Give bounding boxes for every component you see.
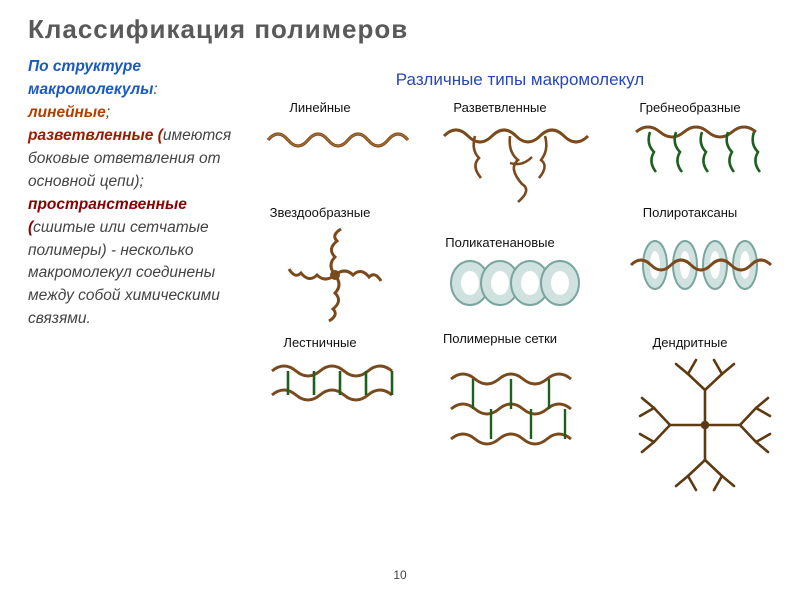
mol-network [445,365,595,465]
label-polycatenane: Поликатенановые [420,235,580,250]
text-branched: разветвленные ( [28,127,163,144]
label-comb: Гребнеобразные [610,100,770,115]
mol-dendritic [630,350,780,500]
diagram-area: Различные типы макромолекул Линейные Раз… [250,70,790,550]
text-semi1: ; [106,104,110,121]
label-dendritic: Дендритные [610,335,770,350]
label-ladder: Лестничные [240,335,400,350]
mol-linear [264,120,414,160]
mol-polyrotaxane [625,230,785,300]
text-structure: По структуре макромолекулы [28,58,153,98]
label-polyrotaxane: Полиротаксаны [610,205,770,220]
text-colon: : [153,81,157,98]
mol-ladder [266,355,416,415]
text-linear: линейные [28,104,106,121]
slide-title: Классификация полимеров [0,0,800,45]
mol-branched [440,118,590,208]
left-text-block: По структуре макромолекулы: линейные; ра… [28,56,242,331]
label-star: Звездообразные [240,205,400,220]
diagram-title: Различные типы макромолекул [250,70,790,90]
mol-polycatenane [445,255,605,315]
text-spatial-desc: сшитые или сетчатые полимеры) - нескольк… [28,219,220,328]
label-network: Полимерные сетки [420,332,580,346]
mol-comb [630,116,780,196]
label-branched: Разветвленные [420,100,580,115]
label-linear: Линейные [240,100,400,115]
page-number: 10 [393,568,406,582]
mol-star [280,225,390,325]
